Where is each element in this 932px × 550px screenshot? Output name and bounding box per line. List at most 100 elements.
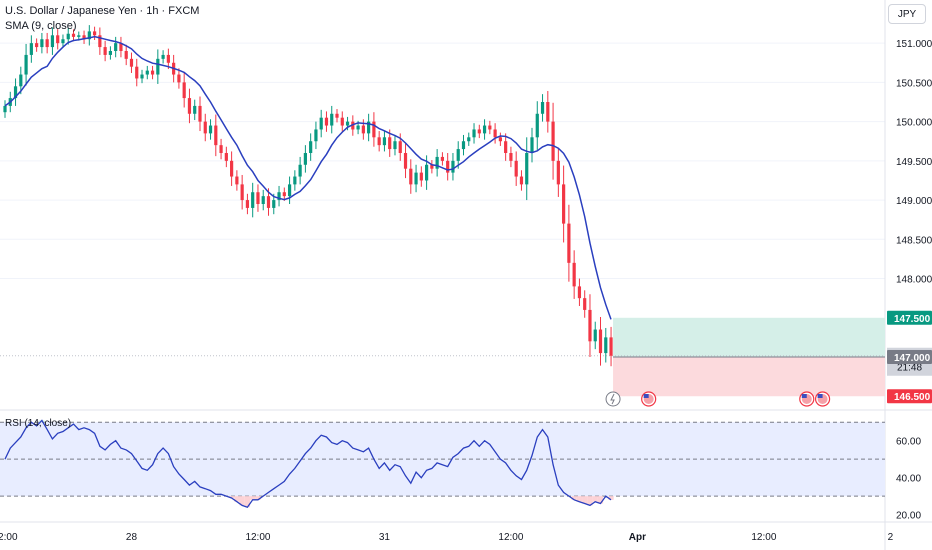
candle-body bbox=[214, 125, 218, 146]
candle-body bbox=[583, 298, 587, 310]
rsi-oversold-fill bbox=[576, 496, 583, 502]
candle-body bbox=[345, 121, 350, 126]
candle-body bbox=[519, 176, 524, 185]
price-tick-label: 149.500 bbox=[896, 157, 932, 168]
candle-body bbox=[66, 33, 70, 40]
candle-body bbox=[319, 117, 323, 130]
candle-body bbox=[277, 192, 281, 201]
candle-body bbox=[45, 39, 49, 48]
symbol-title[interactable]: U.S. Dollar / Japanese Yen · 1h · FXCM bbox=[5, 5, 200, 17]
price-tick-label: 151.000 bbox=[896, 39, 932, 50]
candle-body bbox=[272, 200, 276, 208]
rsi-oversold-fill bbox=[597, 496, 604, 504]
candle-body bbox=[482, 125, 487, 134]
time-tick-label: 12:00 bbox=[0, 532, 18, 543]
candle-body bbox=[409, 168, 413, 185]
candle-body bbox=[367, 121, 371, 134]
rsi-oversold-fill bbox=[592, 496, 598, 502]
candle-body bbox=[71, 33, 76, 37]
candle-body bbox=[203, 121, 207, 134]
sma-legend[interactable]: SMA (9, close) bbox=[5, 20, 77, 32]
rsi-oversold-fill bbox=[587, 496, 593, 506]
time-tick-label: 31 bbox=[379, 532, 391, 543]
candle-body bbox=[187, 98, 192, 114]
profit-zone bbox=[613, 317, 885, 357]
target-price-label: 147.500 bbox=[894, 314, 931, 325]
candle-body bbox=[598, 329, 603, 354]
rsi-oversold-fill bbox=[228, 496, 235, 498]
candle-body bbox=[29, 43, 33, 55]
stop-price-label-bg bbox=[887, 389, 932, 404]
candle-body bbox=[588, 309, 592, 342]
candle-body bbox=[303, 153, 307, 165]
candle-body bbox=[425, 164, 429, 181]
candle-body bbox=[609, 337, 613, 356]
candle-body bbox=[77, 35, 81, 37]
candle-body bbox=[535, 113, 539, 138]
rsi-tick-label: 20.00 bbox=[896, 511, 921, 522]
candle-body bbox=[314, 129, 318, 142]
currency-button[interactable]: JPY bbox=[888, 4, 926, 24]
rsi-oversold-fill bbox=[244, 496, 251, 508]
rsi-oversold-fill bbox=[608, 496, 614, 500]
candle-body bbox=[98, 35, 102, 48]
candle-body bbox=[456, 149, 460, 161]
candle-body bbox=[440, 156, 445, 161]
candle-body bbox=[324, 117, 329, 126]
candle-body bbox=[398, 141, 402, 153]
candle-body bbox=[282, 192, 286, 197]
candle-body bbox=[219, 145, 223, 153]
candle-body bbox=[414, 172, 418, 185]
price-tick-label: 150.000 bbox=[896, 118, 932, 129]
candle-body bbox=[446, 160, 450, 173]
time-tick-label: 28 bbox=[126, 532, 138, 543]
time-tick-label: 12:00 bbox=[751, 532, 776, 543]
candle-body bbox=[504, 141, 508, 153]
price-tick-label: 148.500 bbox=[896, 235, 932, 246]
candle-body bbox=[530, 137, 534, 153]
candle-body bbox=[382, 137, 387, 146]
candle-body bbox=[161, 54, 165, 59]
candle-body bbox=[19, 74, 23, 87]
candle-body bbox=[356, 125, 360, 130]
candle-body bbox=[298, 164, 302, 177]
loss-zone bbox=[613, 357, 885, 397]
stop-price-label: 146.500 bbox=[894, 392, 931, 403]
candle-body bbox=[56, 35, 60, 44]
rsi-oversold-fill bbox=[582, 496, 588, 504]
candle-body bbox=[430, 164, 434, 169]
candle-body bbox=[377, 137, 381, 146]
us-flag-icon-canton bbox=[643, 394, 649, 398]
candle-body bbox=[577, 286, 582, 299]
rsi-legend[interactable]: RSI (14, close) bbox=[5, 418, 72, 429]
rsi-oversold-fill bbox=[571, 496, 577, 500]
sma-line bbox=[4, 35, 612, 320]
candle-body bbox=[514, 160, 518, 177]
time-tick-label: Apr bbox=[629, 532, 646, 543]
candle-body bbox=[166, 54, 170, 63]
candle-body bbox=[50, 35, 55, 48]
candle-body bbox=[182, 82, 186, 99]
candle-body bbox=[87, 31, 91, 40]
entry-price-label-bg bbox=[887, 350, 932, 364]
candle-body bbox=[240, 184, 244, 201]
candle-body bbox=[198, 105, 202, 122]
candle-body bbox=[114, 43, 118, 51]
candle-body bbox=[477, 129, 481, 134]
time-tick-label: 12:00 bbox=[498, 532, 523, 543]
candle-body bbox=[488, 125, 492, 130]
candle-body bbox=[540, 102, 545, 114]
candle-body bbox=[451, 160, 455, 173]
candle-body bbox=[13, 86, 18, 99]
time-tick-label: 2 bbox=[888, 532, 894, 543]
candle-body bbox=[604, 337, 608, 354]
countdown-label: 21:48 bbox=[897, 363, 922, 374]
candle-body bbox=[230, 160, 234, 177]
candle-body bbox=[35, 43, 39, 48]
candle-body bbox=[572, 262, 576, 287]
flash-icon-bolt bbox=[610, 393, 615, 405]
candle-body bbox=[372, 121, 376, 138]
candle-body bbox=[498, 137, 502, 142]
candle-body bbox=[493, 129, 497, 138]
